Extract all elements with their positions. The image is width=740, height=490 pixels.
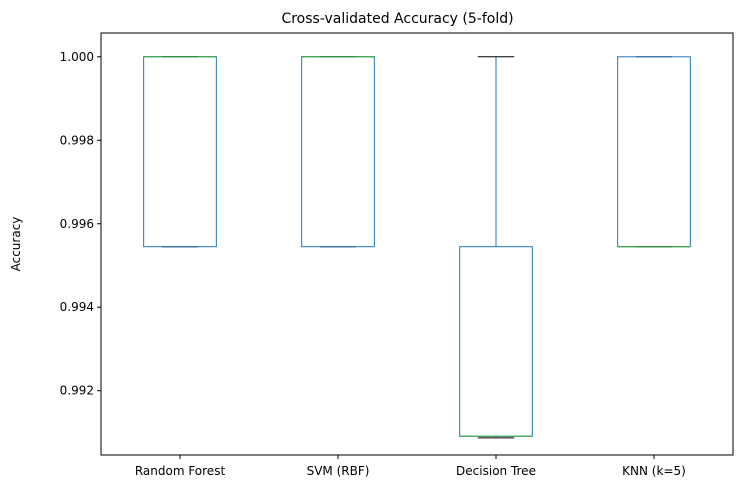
box — [459, 246, 533, 437]
box — [143, 56, 217, 248]
y-tick-label: 0.996 — [60, 217, 94, 231]
y-axis-label: Accuracy — [9, 217, 23, 272]
box — [301, 56, 375, 248]
x-tick-label: KNN (k=5) — [622, 464, 686, 478]
x-tick-label: Random Forest — [135, 464, 226, 478]
y-tick-label: 1.000 — [60, 50, 94, 64]
y-tick-label: 0.998 — [60, 133, 94, 147]
plot-area: 0.992 0.994 0.996 0.998 1.000 Random Forest SV… — [60, 50, 691, 478]
x-tick-label: SVM (RBF) — [307, 464, 370, 478]
plot-frame — [100, 32, 734, 456]
y-tick-label: 0.992 — [60, 384, 94, 398]
chart-title: Cross-validated Accuracy (5-fold) — [281, 11, 513, 27]
x-tick-label: Decision Tree — [456, 464, 536, 478]
box — [617, 56, 691, 248]
y-tick-label: 0.994 — [60, 300, 94, 314]
